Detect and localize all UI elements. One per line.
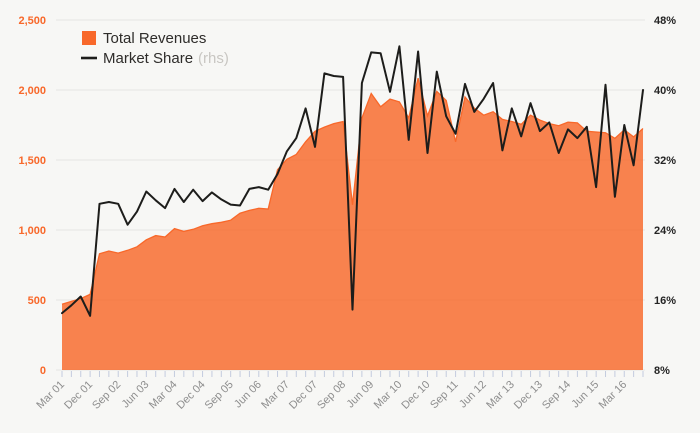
total-revenues-area (62, 78, 643, 370)
x-axis-tick-label: Dec 04 (175, 379, 208, 412)
x-axis-tick-label: Dec 13 (512, 379, 545, 412)
series-layer (61, 45, 644, 370)
x-axis-tick-label: Jun 03 (120, 379, 152, 411)
left-axis-tick-label: 2,500 (18, 15, 46, 27)
x-axis-tick-label: Mar 13 (484, 379, 517, 412)
legend-label-total-revenues: Total Revenues (103, 30, 206, 47)
x-axis-tick-label: Mar 07 (259, 379, 292, 412)
x-axis-tick-label: Mar 10 (372, 379, 405, 412)
x-axis-tick-label: Jun 06 (232, 379, 264, 411)
x-axis-tick-label: Jun 09 (345, 379, 377, 411)
right-axis-tick-label: 48% (654, 15, 676, 27)
x-axis-tick-label: Jun 12 (457, 379, 489, 411)
x-axis-tick-label: Sep 02 (90, 379, 123, 412)
total-revenues-swatch-icon (82, 31, 96, 45)
left-axis-tick-label: 1,000 (18, 225, 46, 237)
left-axis-tick-label: 500 (28, 295, 46, 307)
legend: Total Revenues Market Share (rhs) (81, 30, 229, 67)
x-axis-tick-label: Dec 01 (62, 379, 95, 412)
x-axis-tick-label: Dec 10 (399, 379, 432, 412)
total-revenues-area-edge (61, 77, 644, 305)
x-axis-tick-label: Sep 05 (203, 379, 236, 412)
legend-label-market-share: Market Share (rhs) (103, 50, 229, 67)
x-axis-tick-label: Sep 14 (540, 379, 573, 412)
right-axis-tick-label: 32% (654, 155, 676, 167)
right-axis-tick-label: 16% (654, 295, 676, 307)
right-axis-tick-label: 8% (654, 365, 670, 377)
left-axis-tick-label: 1,500 (18, 155, 46, 167)
x-axis-tick-label: Mar 01 (34, 379, 67, 412)
x-axis-tick-label: Mar 04 (147, 379, 180, 412)
x-axis-tick-label: Sep 11 (428, 379, 461, 412)
x-axis-tick-label: Dec 07 (287, 379, 320, 412)
x-axis-tick-label: Jun 15 (569, 379, 601, 411)
right-axis-tick-label: 24% (654, 225, 676, 237)
legend-rhs-suffix: (rhs) (198, 50, 229, 67)
left-axis-tick-label: 0 (40, 365, 46, 377)
market-share-line (61, 45, 644, 317)
left-axis-tick-label: 2,000 (18, 85, 46, 97)
right-axis-tick-label: 40% (654, 85, 676, 97)
x-axis-tick-label: Mar 16 (597, 379, 630, 412)
x-axis-tick-label: Sep 08 (315, 379, 348, 412)
